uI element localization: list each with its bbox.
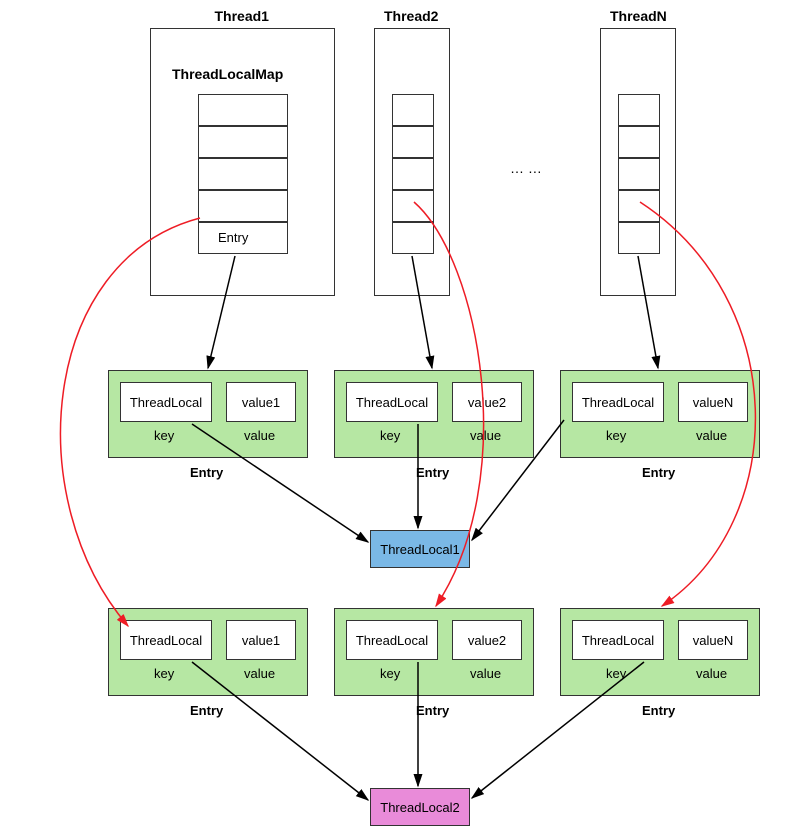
entry-label: Entry — [416, 703, 449, 718]
threadlocal-target: ThreadLocal1 — [370, 530, 470, 568]
value-label: value — [696, 666, 727, 681]
key-label: key — [154, 428, 174, 443]
map-slot — [618, 158, 660, 190]
entry-label: Entry — [190, 465, 223, 480]
diagram-canvas: Thread1 ThreadLocalMap Entry Thread2 ThreadN… — [0, 0, 806, 837]
map-slot — [392, 94, 434, 126]
thread-title: ThreadN — [610, 8, 667, 24]
entry-value-box: value2 — [452, 620, 522, 660]
entry-label: Entry — [642, 703, 675, 718]
entry-key-box: ThreadLocal — [346, 620, 438, 660]
map-slot — [392, 158, 434, 190]
map-slot — [198, 158, 288, 190]
key-label: key — [154, 666, 174, 681]
entry-value-box: valueN — [678, 382, 748, 422]
entry-label: Entry — [190, 703, 223, 718]
map-slot — [392, 222, 434, 254]
value-label: value — [244, 666, 275, 681]
entry-label: Entry — [416, 465, 449, 480]
key-label: key — [380, 666, 400, 681]
thread-title: Thread1 — [215, 8, 269, 24]
map-slot — [618, 94, 660, 126]
map-slot — [618, 190, 660, 222]
entry-value-box: value1 — [226, 382, 296, 422]
value-label: value — [244, 428, 275, 443]
entry-value-box: value1 — [226, 620, 296, 660]
map-slot — [198, 126, 288, 158]
entry-key-box: ThreadLocal — [572, 382, 664, 422]
threadlocalmap-label: ThreadLocalMap — [172, 66, 283, 82]
value-label: value — [696, 428, 727, 443]
entry-key-box: ThreadLocal — [572, 620, 664, 660]
entry-key-box: ThreadLocal — [346, 382, 438, 422]
value-label: value — [470, 428, 501, 443]
entry-slot-label: Entry — [218, 230, 248, 245]
map-slot — [618, 222, 660, 254]
threadlocal-target: ThreadLocal2 — [370, 788, 470, 826]
map-slot — [392, 190, 434, 222]
map-slot — [618, 126, 660, 158]
map-slot — [392, 126, 434, 158]
entry-value-box: value2 — [452, 382, 522, 422]
map-slot — [198, 94, 288, 126]
key-label: key — [606, 428, 626, 443]
key-label: key — [380, 428, 400, 443]
map-slot — [198, 190, 288, 222]
thread-title: Thread2 — [384, 8, 438, 24]
entry-key-box: ThreadLocal — [120, 382, 212, 422]
value-label: value — [470, 666, 501, 681]
entry-label: Entry — [642, 465, 675, 480]
entry-key-box: ThreadLocal — [120, 620, 212, 660]
ellipsis: … … — [510, 160, 542, 176]
key-label: key — [606, 666, 626, 681]
entry-value-box: valueN — [678, 620, 748, 660]
